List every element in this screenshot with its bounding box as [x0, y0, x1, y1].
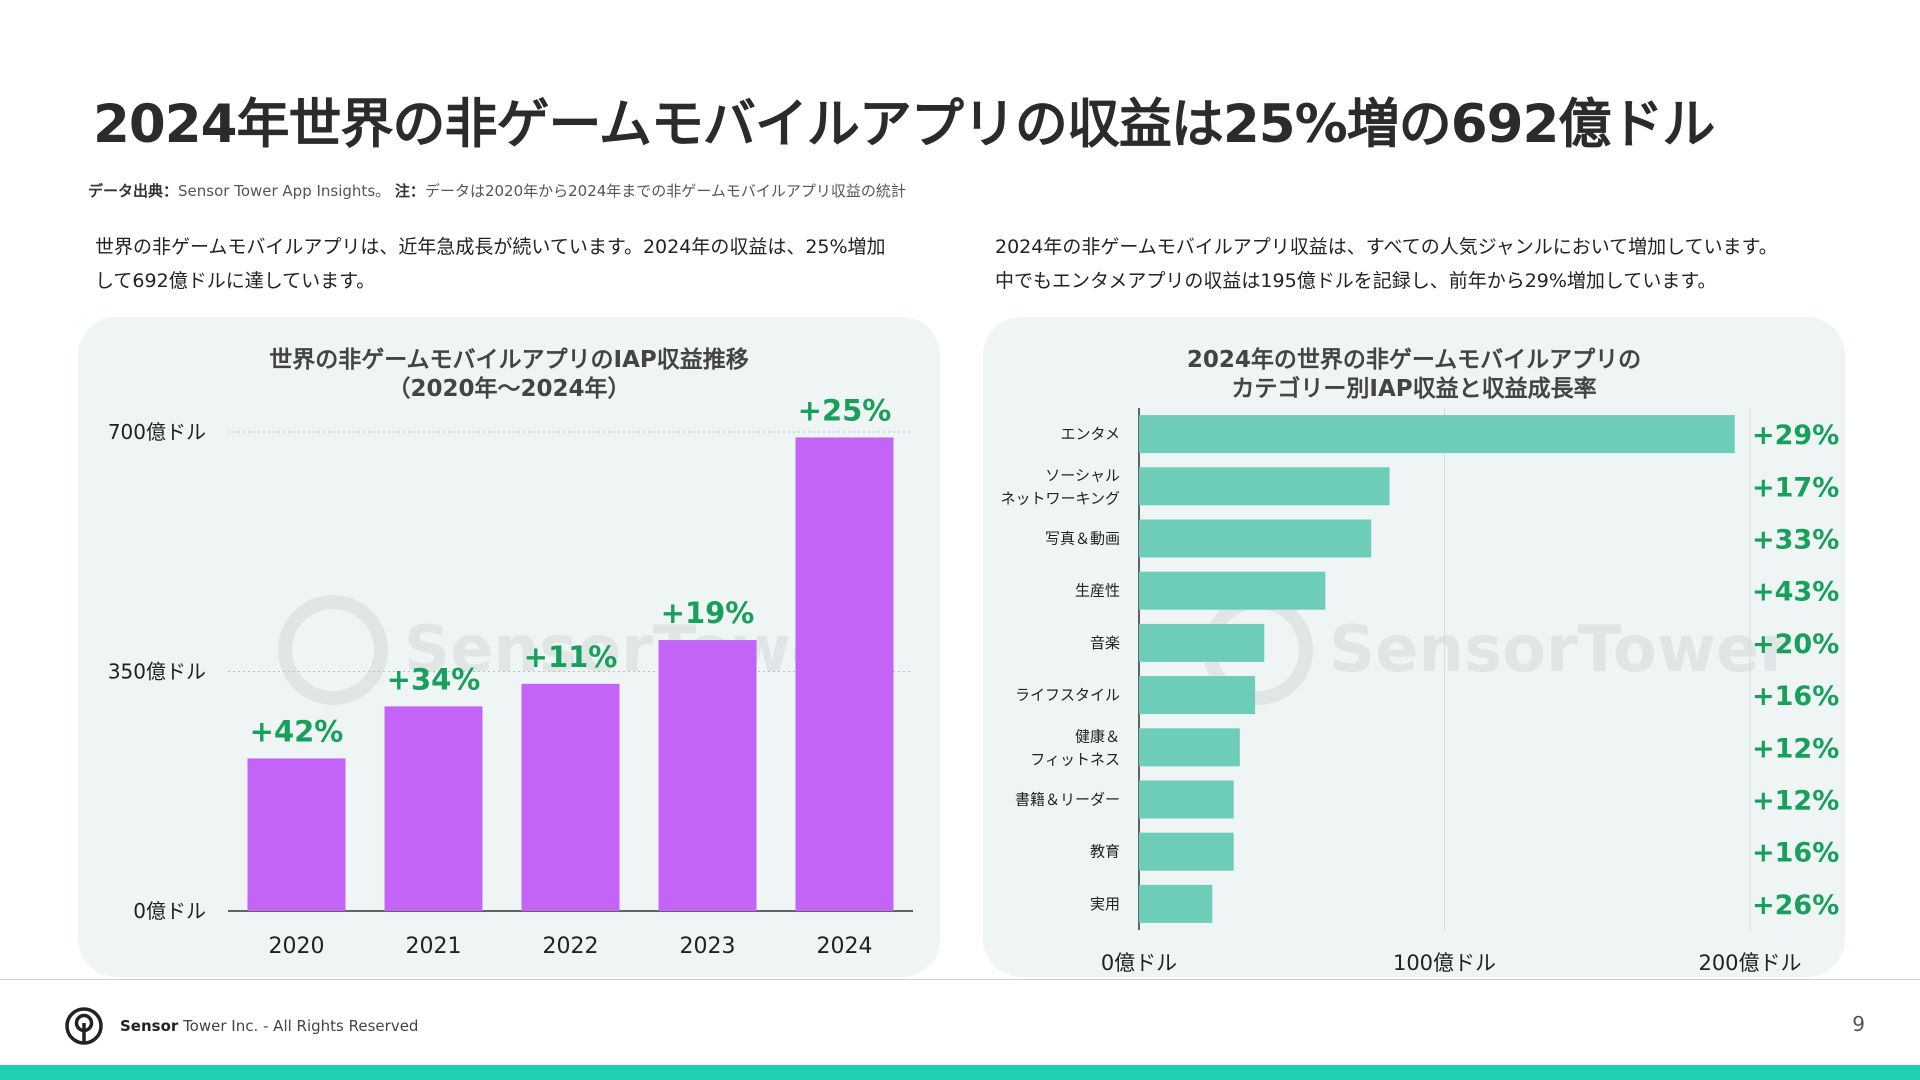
bar [1139, 780, 1234, 819]
chart-title-line: 世界の非ゲームモバイルアプリのIAP収益推移 [269, 347, 749, 373]
x-tick-label: 2020 [269, 934, 325, 959]
bar [247, 758, 346, 911]
category-label: 写真＆動画 [1045, 530, 1120, 548]
source-text: Sensor Tower App Insights。 [178, 182, 391, 200]
y-tick-label: 700億ドル [108, 420, 206, 444]
growth-label: +42% [250, 714, 344, 748]
growth-label: +17% [1752, 472, 1839, 503]
x-tick-label: 2021 [406, 934, 462, 959]
category-revenue-chart-title: 2024年の世界の非ゲームモバイルアプリの カテゴリー別IAP収益と収益成長率 [983, 346, 1845, 404]
bar [1139, 623, 1265, 662]
footer-copyright: Sensor Tower Inc. - All Rights Reserved [120, 1017, 418, 1035]
footer-company-rest: Tower Inc. - All Rights Reserved [178, 1017, 419, 1035]
growth-label: +25% [798, 393, 892, 427]
bar [658, 640, 757, 911]
x-tick-label: 100億ドル [1393, 951, 1496, 975]
growth-label: +43% [1752, 577, 1839, 608]
category-label: ライフスタイル [1015, 686, 1120, 704]
y-tick-label: 0億ドル [133, 899, 206, 923]
right-description: 2024年の非ゲームモバイルアプリ収益は、すべての人気ジャンルにおいて増加してい… [995, 230, 1875, 298]
chart-title-line: 2024年の世界の非ゲームモバイルアプリの [1186, 347, 1642, 373]
category-label: 書籍＆リーダー [1015, 791, 1120, 809]
footer-company-bold: Sensor [120, 1017, 179, 1035]
category-label: 音楽 [1090, 634, 1120, 652]
category-label: 生産性 [1075, 582, 1120, 600]
category-label: 健康＆ [1075, 727, 1120, 745]
category-label: ソーシャル [1045, 466, 1120, 484]
growth-label: +26% [1752, 890, 1839, 921]
x-tick-label: 2024 [817, 934, 873, 959]
category-label: 実用 [1090, 895, 1120, 913]
right-description-line: 中でもエンタメアプリの収益は195億ドルを記録し、前年から29%増加しています。 [995, 270, 1717, 292]
sensortower-logo-icon [65, 1007, 103, 1045]
bar [1139, 519, 1372, 558]
chart-title-line: （2020年〜2024年） [387, 376, 631, 402]
category-label: 教育 [1090, 843, 1120, 861]
left-description-line: 世界の非ゲームモバイルアプリは、近年急成長が続いています。2024年の収益は、2… [95, 236, 886, 258]
left-description-line: して692億ドルに達しています。 [95, 270, 376, 292]
category-label: フィットネス [1030, 750, 1120, 768]
growth-label: +29% [1752, 420, 1839, 451]
right-description-line: 2024年の非ゲームモバイルアプリ収益は、すべての人気ジャンルにおいて増加してい… [995, 236, 1778, 258]
note-text: データは2020年から2024年までの非ゲームモバイルアプリ収益の統計 [424, 182, 906, 200]
data-source-note: データ出典：Sensor Tower App Insights。 注：データは2… [88, 180, 906, 201]
growth-label: +34% [387, 662, 481, 696]
chart-title-line: カテゴリー別IAP収益と収益成長率 [1231, 376, 1597, 402]
bar [1139, 467, 1390, 506]
x-tick-label: 0億ドル [1101, 951, 1177, 975]
bar [1139, 832, 1234, 871]
bar [1139, 884, 1213, 923]
growth-label: +19% [661, 596, 755, 630]
bar [1139, 728, 1240, 767]
left-description: 世界の非ゲームモバイルアプリは、近年急成長が続いています。2024年の収益は、2… [95, 230, 955, 298]
note-label: 注： [394, 182, 425, 200]
x-tick-label: 2023 [680, 934, 736, 959]
bar [521, 683, 620, 911]
source-label: データ出典： [88, 182, 179, 200]
growth-label: +16% [1752, 681, 1839, 712]
bar [795, 437, 894, 911]
x-tick-label: 200億ドル [1698, 951, 1801, 975]
footer-divider [0, 979, 1920, 980]
y-tick-label: 350億ドル [108, 660, 206, 684]
bar [1139, 676, 1256, 715]
growth-label: +33% [1752, 525, 1839, 556]
growth-label: +20% [1752, 629, 1839, 660]
bar [1139, 415, 1735, 454]
growth-label: +16% [1752, 838, 1839, 869]
bar [1139, 571, 1326, 610]
growth-label: +11% [524, 640, 618, 674]
page-title: 2024年世界の非ゲームモバイルアプリの収益は25%増の692億ドル [93, 94, 1715, 155]
growth-label: +12% [1752, 786, 1839, 817]
x-tick-label: 2022 [543, 934, 599, 959]
growth-label: +12% [1752, 733, 1839, 764]
bar [384, 706, 483, 911]
category-label: ネットワーキング [1000, 489, 1120, 507]
revenue-trend-chart-title: 世界の非ゲームモバイルアプリのIAP収益推移 （2020年〜2024年） [78, 346, 940, 404]
bottom-accent-bar [0, 1065, 1920, 1080]
page-number: 9 [1852, 1012, 1865, 1036]
category-label: エンタメ [1060, 425, 1120, 443]
